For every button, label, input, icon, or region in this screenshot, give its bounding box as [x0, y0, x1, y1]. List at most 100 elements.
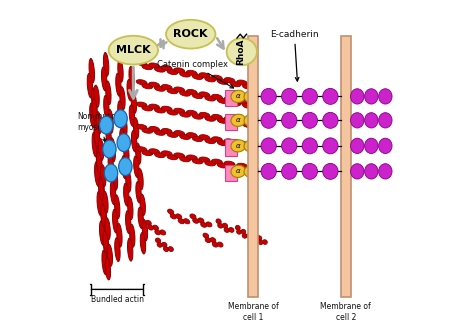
Ellipse shape — [149, 63, 160, 68]
Ellipse shape — [136, 61, 147, 66]
Ellipse shape — [205, 77, 216, 82]
Ellipse shape — [242, 233, 247, 238]
Ellipse shape — [136, 102, 147, 107]
Ellipse shape — [243, 145, 253, 150]
Ellipse shape — [126, 169, 131, 192]
Ellipse shape — [155, 108, 165, 113]
Ellipse shape — [99, 176, 104, 201]
Ellipse shape — [379, 89, 392, 104]
Text: $\alpha$: $\alpha$ — [235, 142, 242, 150]
Ellipse shape — [199, 92, 210, 97]
Ellipse shape — [365, 138, 378, 154]
Ellipse shape — [107, 244, 112, 266]
Ellipse shape — [155, 230, 161, 235]
Ellipse shape — [155, 130, 165, 135]
Ellipse shape — [282, 163, 297, 179]
Ellipse shape — [365, 164, 378, 179]
Ellipse shape — [212, 242, 218, 247]
Ellipse shape — [230, 165, 241, 170]
Ellipse shape — [119, 128, 125, 151]
Ellipse shape — [241, 230, 246, 234]
Ellipse shape — [118, 101, 123, 124]
Ellipse shape — [230, 120, 241, 126]
Ellipse shape — [323, 112, 338, 128]
Ellipse shape — [351, 164, 364, 179]
Ellipse shape — [178, 219, 184, 224]
Ellipse shape — [231, 165, 246, 177]
Ellipse shape — [96, 152, 102, 174]
Ellipse shape — [103, 52, 109, 76]
Ellipse shape — [243, 167, 253, 172]
Ellipse shape — [155, 67, 165, 72]
Ellipse shape — [379, 138, 392, 154]
Ellipse shape — [91, 88, 97, 112]
Ellipse shape — [134, 156, 139, 177]
Ellipse shape — [133, 117, 139, 139]
FancyBboxPatch shape — [225, 90, 237, 106]
Ellipse shape — [142, 151, 153, 156]
Ellipse shape — [161, 128, 172, 134]
Ellipse shape — [237, 80, 247, 85]
Ellipse shape — [149, 126, 159, 131]
Ellipse shape — [127, 80, 132, 101]
Ellipse shape — [190, 214, 196, 219]
Ellipse shape — [175, 214, 182, 219]
Ellipse shape — [102, 250, 108, 275]
Ellipse shape — [193, 218, 199, 223]
Ellipse shape — [128, 197, 133, 220]
Ellipse shape — [231, 140, 246, 152]
Ellipse shape — [351, 113, 364, 128]
Ellipse shape — [211, 114, 222, 119]
Ellipse shape — [192, 74, 203, 80]
Ellipse shape — [224, 161, 235, 166]
Ellipse shape — [161, 84, 172, 90]
Ellipse shape — [261, 163, 276, 179]
Ellipse shape — [117, 134, 130, 152]
Ellipse shape — [323, 138, 338, 154]
Ellipse shape — [131, 92, 137, 113]
Ellipse shape — [87, 73, 93, 98]
Text: $\beta$: $\beta$ — [248, 91, 255, 101]
Ellipse shape — [124, 183, 129, 206]
Ellipse shape — [142, 128, 153, 133]
Ellipse shape — [155, 86, 165, 91]
Ellipse shape — [161, 66, 172, 70]
Text: $\alpha$: $\alpha$ — [235, 167, 242, 175]
FancyBboxPatch shape — [225, 165, 237, 181]
Ellipse shape — [227, 38, 257, 65]
Text: Catenin complex: Catenin complex — [157, 60, 234, 88]
Ellipse shape — [155, 153, 165, 158]
Ellipse shape — [168, 247, 173, 251]
Ellipse shape — [129, 67, 134, 88]
Ellipse shape — [186, 70, 197, 75]
Text: RhoA: RhoA — [236, 38, 245, 65]
Ellipse shape — [206, 222, 212, 227]
Ellipse shape — [108, 152, 113, 176]
Ellipse shape — [153, 225, 158, 230]
Ellipse shape — [192, 159, 203, 164]
Ellipse shape — [149, 104, 159, 109]
Ellipse shape — [231, 114, 246, 126]
Ellipse shape — [117, 223, 122, 247]
Ellipse shape — [199, 112, 210, 117]
Ellipse shape — [129, 105, 135, 126]
Ellipse shape — [138, 169, 143, 190]
Ellipse shape — [138, 207, 144, 229]
Ellipse shape — [251, 232, 256, 236]
Ellipse shape — [161, 106, 172, 111]
Ellipse shape — [216, 219, 221, 224]
Ellipse shape — [96, 112, 101, 134]
Ellipse shape — [198, 218, 204, 223]
Ellipse shape — [379, 164, 392, 179]
Ellipse shape — [186, 133, 197, 138]
Ellipse shape — [101, 206, 107, 230]
Ellipse shape — [115, 238, 120, 261]
Ellipse shape — [142, 65, 153, 70]
Ellipse shape — [136, 182, 141, 203]
Ellipse shape — [205, 96, 216, 101]
Ellipse shape — [148, 225, 154, 230]
Ellipse shape — [104, 164, 118, 182]
Ellipse shape — [114, 110, 127, 128]
Ellipse shape — [199, 135, 210, 140]
Ellipse shape — [253, 236, 257, 241]
